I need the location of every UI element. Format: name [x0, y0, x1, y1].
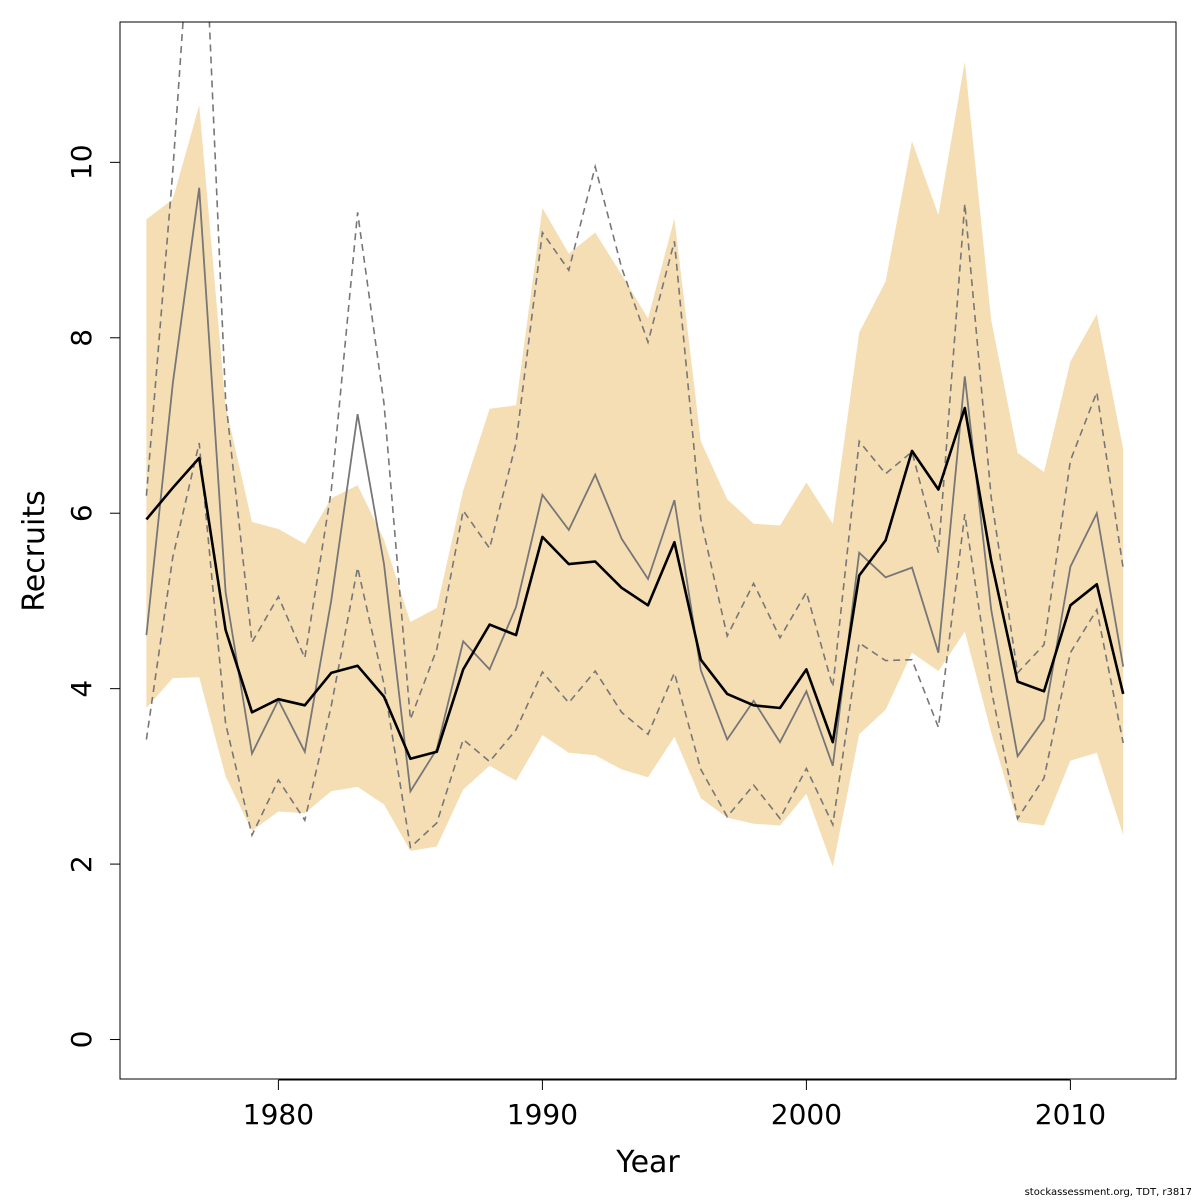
y-tick-label: 2: [65, 855, 98, 873]
plot-area: [145, 22, 1125, 867]
x-tick-label: 2000: [771, 1098, 842, 1131]
x-tick-label: 1980: [243, 1098, 314, 1131]
credit-text: stockassessment.org, TDT, r3817: [1024, 1187, 1192, 1198]
y-tick-label: 4: [65, 680, 98, 698]
x-tick-label: 2010: [1035, 1098, 1106, 1131]
y-tick-label: 10: [65, 144, 98, 180]
estimate-line: [145, 406, 1125, 761]
x-tick-label: 1990: [507, 1098, 578, 1131]
y-tick-label: 8: [65, 329, 98, 347]
x-axis-title: Year: [615, 1145, 680, 1180]
y-tick-label: 0: [65, 1031, 98, 1049]
y-axis-title: Recruits: [17, 490, 52, 612]
observed-upper-line: [145, 22, 1124, 720]
axes: 1980 1990 2000 2010 0 2 4 6 8 10: [65, 144, 1106, 1131]
confidence-band: [146, 61, 1124, 867]
observed-lower-line: [145, 442, 1124, 850]
y-tick-label: 6: [65, 504, 98, 522]
